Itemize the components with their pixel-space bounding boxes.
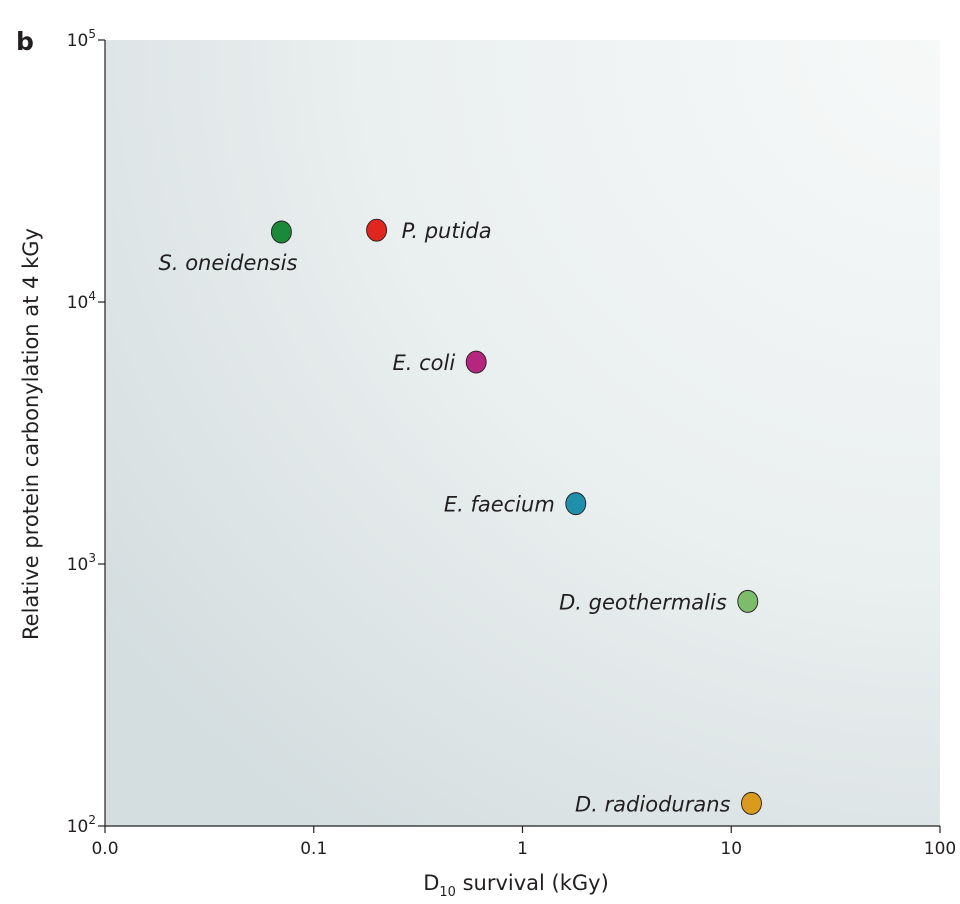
x-axis-title-main: D (423, 871, 439, 895)
x-tick-label: 0.1 (300, 839, 327, 859)
data-point (270, 220, 292, 244)
point-label: S. oneidensis (159, 251, 298, 275)
y-tick-label: 104 (67, 289, 96, 313)
panel-label: b (16, 27, 34, 56)
point-label: E. faecium (444, 493, 555, 517)
data-points: S. oneidensis P. putida E. coli E. faecium D… (159, 218, 762, 816)
x-tick-label: 0.0 (91, 839, 118, 859)
x-tick-label: 1 (517, 839, 528, 859)
data-point (465, 350, 487, 374)
point-label: P. putida (402, 219, 492, 243)
y-tick-exponent: 2 (88, 813, 96, 827)
y-axis-title: Relative protein carbonylation at 4 kGy (19, 228, 43, 640)
x-tick-label: 10 (720, 839, 742, 859)
data-point (565, 492, 587, 516)
x-axis-title-rest: survival (kGy) (456, 871, 609, 895)
y-tick-base: 10 (67, 817, 89, 837)
y-tick-exponent: 4 (88, 289, 96, 303)
y-tick-exponent: 3 (88, 551, 96, 565)
point-label: E. coli (393, 351, 456, 375)
data-point (737, 589, 759, 613)
point-label: D. geothermalis (559, 590, 727, 614)
plot-area (105, 40, 940, 826)
y-tick-base: 10 (67, 555, 89, 575)
x-axis-title-sub: 10 (439, 885, 456, 900)
y-tick-label: 103 (67, 551, 96, 575)
y-tick-base: 10 (67, 293, 89, 313)
x-tick-label: 100 (924, 839, 956, 859)
data-point (366, 218, 388, 242)
y-tick-exponent: 5 (88, 27, 96, 41)
data-point (741, 791, 762, 815)
y-tick-label: 105 (67, 27, 96, 51)
point-label: D. radiodurans (575, 792, 730, 816)
x-axis-title: D10 survival (kGy) (423, 871, 609, 900)
y-tick-base: 10 (67, 31, 89, 51)
y-tick-label: 102 (67, 813, 96, 837)
